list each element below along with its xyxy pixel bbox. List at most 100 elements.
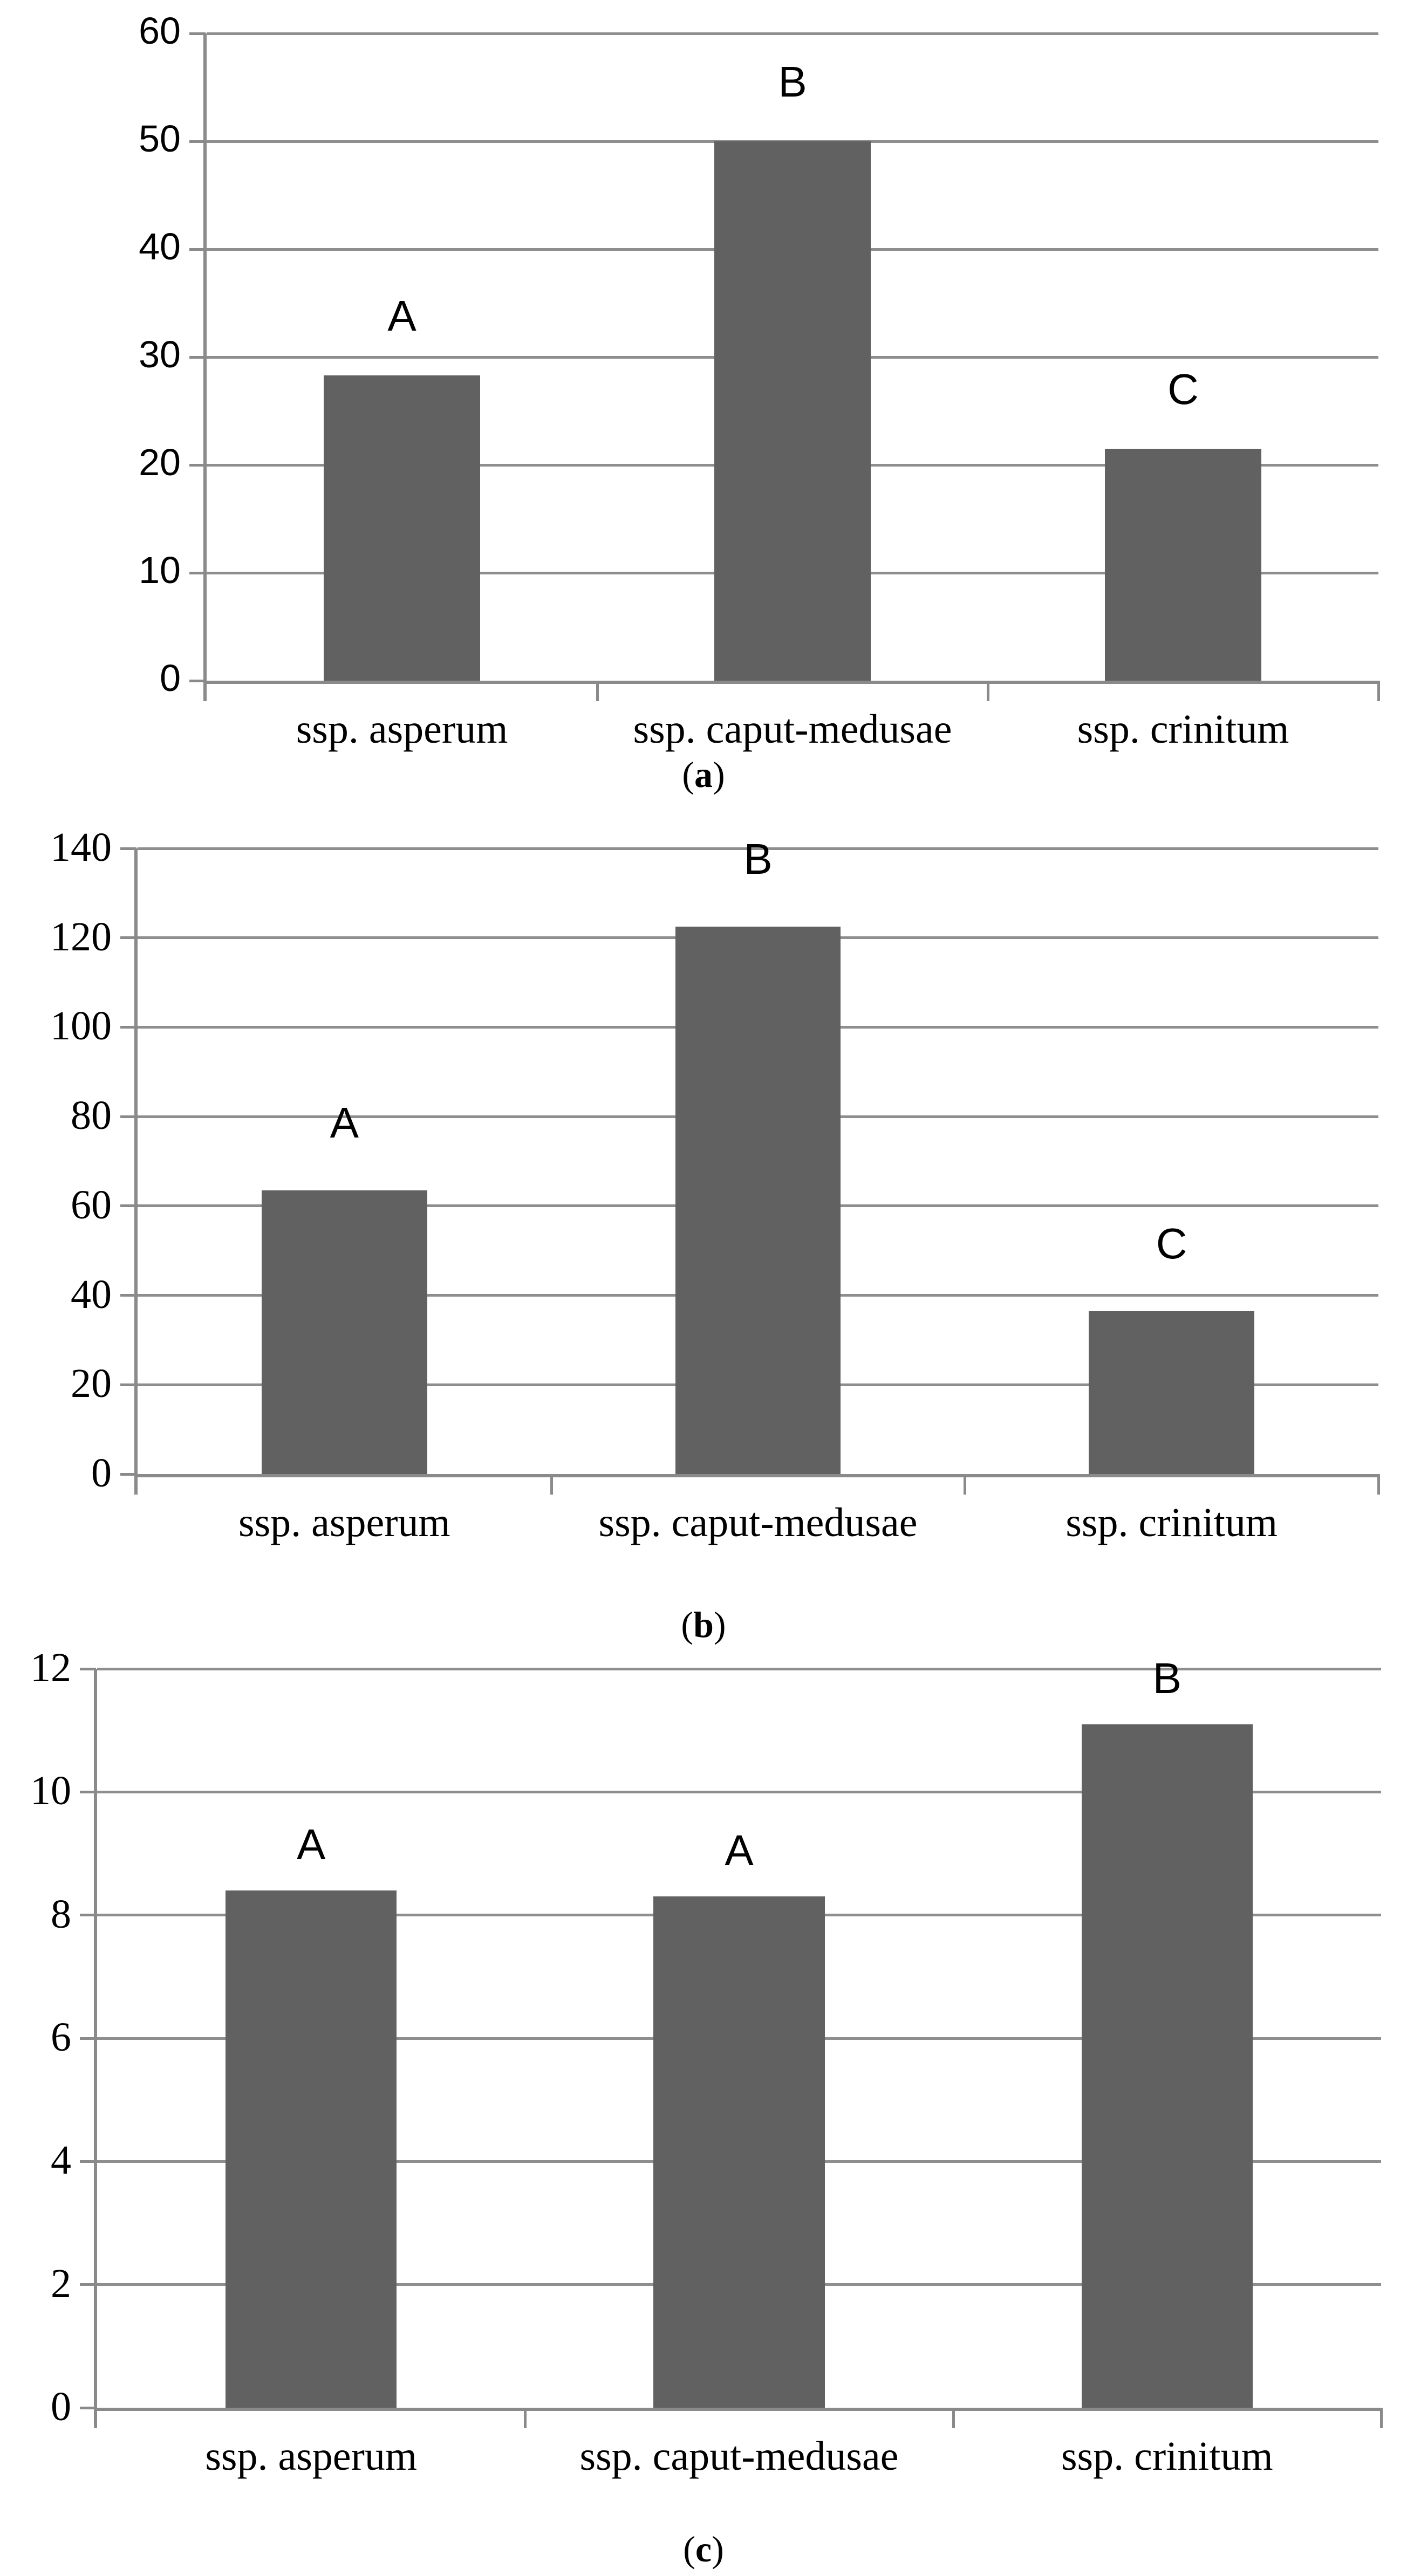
bar-ssp. caput-medusae <box>675 927 841 1474</box>
y-axis-tick-30 <box>189 355 206 359</box>
bar-ssp. caput-medusae <box>653 1896 825 2408</box>
y-tick-label: 10 <box>30 1768 71 1814</box>
gridline-12 <box>97 1667 1381 1670</box>
y-tick-label: 0 <box>51 2384 71 2429</box>
caption-letter-b: b <box>693 1604 714 1645</box>
y-tick-label: 50 <box>139 118 181 160</box>
x-axis-tick-2 <box>1377 1474 1380 1495</box>
bar-ssp. crinitum <box>1081 1724 1253 2408</box>
bar-ssp. crinitum <box>1089 1311 1254 1474</box>
y-axis-tick-20 <box>120 1383 136 1386</box>
y-axis-tick-0 <box>80 2406 96 2409</box>
y-axis-line <box>134 848 138 1495</box>
x-category-label-ssp. crinitum: ssp. crinitum <box>1061 2434 1273 2479</box>
x-axis-tick-2 <box>1380 2408 1383 2428</box>
y-axis-tick-20 <box>189 463 206 467</box>
panel-caption-b: (b) <box>0 1606 1407 1643</box>
y-axis-tick-0 <box>189 679 206 682</box>
x-category-label-ssp. asperum: ssp. asperum <box>205 2434 417 2479</box>
caption-close-paren: ) <box>713 754 725 795</box>
bar-ssp. asperum <box>226 1890 397 2408</box>
y-tick-label: 20 <box>139 441 181 483</box>
x-axis-line <box>203 681 1378 684</box>
y-axis-tick-50 <box>189 140 206 143</box>
y-axis-tick-40 <box>189 248 206 251</box>
y-tick-label: 8 <box>51 1891 71 1937</box>
y-tick-label: 6 <box>51 2015 71 2060</box>
y-tick-label: 12 <box>30 1645 71 1690</box>
y-tick-label: 4 <box>51 2137 71 2183</box>
y-axis-tick-12 <box>80 1667 96 1670</box>
y-tick-label: 60 <box>71 1182 112 1228</box>
y-tick-label: 40 <box>139 225 181 268</box>
significance-letter-B: B <box>778 58 807 106</box>
gridline-10 <box>97 1790 1381 1793</box>
y-axis-line <box>203 33 207 701</box>
y-tick-label: 120 <box>50 914 112 960</box>
significance-letter-C: C <box>1167 365 1199 413</box>
y-axis-tick-120 <box>120 936 136 940</box>
y-axis-tick-10 <box>189 571 206 574</box>
y-tick-label: 2 <box>51 2260 71 2306</box>
caption-letter-c: c <box>695 2529 712 2570</box>
y-tick-label: 60 <box>139 10 181 52</box>
x-axis-tick-0 <box>550 1474 553 1495</box>
gridline-140 <box>138 847 1378 850</box>
panel-caption-a: (a) <box>0 756 1407 793</box>
y-axis-tick-10 <box>80 1790 96 1793</box>
bar-ssp. asperum <box>262 1190 427 1474</box>
significance-letter-B: B <box>1152 1654 1181 1702</box>
y-axis-tick-80 <box>120 1115 136 1118</box>
y-axis-tick-140 <box>120 847 136 850</box>
y-tick-label: 20 <box>71 1361 112 1407</box>
x-axis-tick-1 <box>987 681 989 701</box>
x-axis-tick-2 <box>1377 681 1380 701</box>
caption-letter-a: a <box>694 754 713 795</box>
y-axis-tick-60 <box>120 1204 136 1208</box>
significance-letter-C: C <box>1156 1219 1187 1268</box>
x-axis-tick-0 <box>596 681 599 701</box>
panel-caption-c: (c) <box>0 2531 1407 2567</box>
y-tick-label: 100 <box>50 1003 112 1049</box>
y-tick-label: 140 <box>50 825 112 870</box>
x-category-label-ssp. crinitum: ssp. crinitum <box>1066 1500 1278 1545</box>
x-axis-tick-1 <box>964 1474 967 1495</box>
y-axis-line <box>94 1669 97 2428</box>
y-tick-label: 30 <box>139 333 181 375</box>
caption-close-paren: ) <box>712 2529 724 2570</box>
y-tick-label: 40 <box>71 1271 112 1317</box>
x-axis-line <box>94 2408 1381 2411</box>
bar-ssp. caput-medusae <box>714 141 871 681</box>
y-axis-tick-40 <box>120 1294 136 1297</box>
x-category-label-ssp. crinitum: ssp. crinitum <box>1077 707 1289 752</box>
y-tick-label: 80 <box>71 1093 112 1139</box>
bar-ssp. crinitum <box>1105 449 1261 681</box>
y-tick-label: 0 <box>160 657 181 699</box>
y-axis-tick-60 <box>189 32 206 35</box>
significance-letter-A: A <box>725 1826 754 1875</box>
significance-letter-B: B <box>743 835 773 883</box>
y-axis-tick-0 <box>120 1472 136 1476</box>
x-category-label-ssp. caput-medusae: ssp. caput-medusae <box>633 707 952 752</box>
y-axis-tick-100 <box>120 1025 136 1029</box>
caption-open-paren: ( <box>682 754 694 795</box>
significance-letter-A: A <box>387 292 416 340</box>
gridline-60 <box>207 32 1378 35</box>
x-category-label-ssp. caput-medusae: ssp. caput-medusae <box>598 1500 918 1545</box>
x-category-label-ssp. asperum: ssp. asperum <box>238 1500 450 1545</box>
x-axis-tick-1 <box>952 2408 955 2428</box>
y-axis-tick-6 <box>80 2037 96 2040</box>
bar-ssp. asperum <box>324 375 480 681</box>
caption-open-paren: ( <box>681 1604 694 1645</box>
significance-letter-A: A <box>296 1820 326 1868</box>
y-axis-tick-2 <box>80 2283 96 2286</box>
x-axis-tick-0 <box>524 2408 527 2428</box>
significance-letter-A: A <box>330 1098 359 1147</box>
y-axis-tick-8 <box>80 1914 96 1917</box>
x-category-label-ssp. asperum: ssp. asperum <box>296 707 508 752</box>
y-tick-label: 0 <box>91 1450 112 1496</box>
